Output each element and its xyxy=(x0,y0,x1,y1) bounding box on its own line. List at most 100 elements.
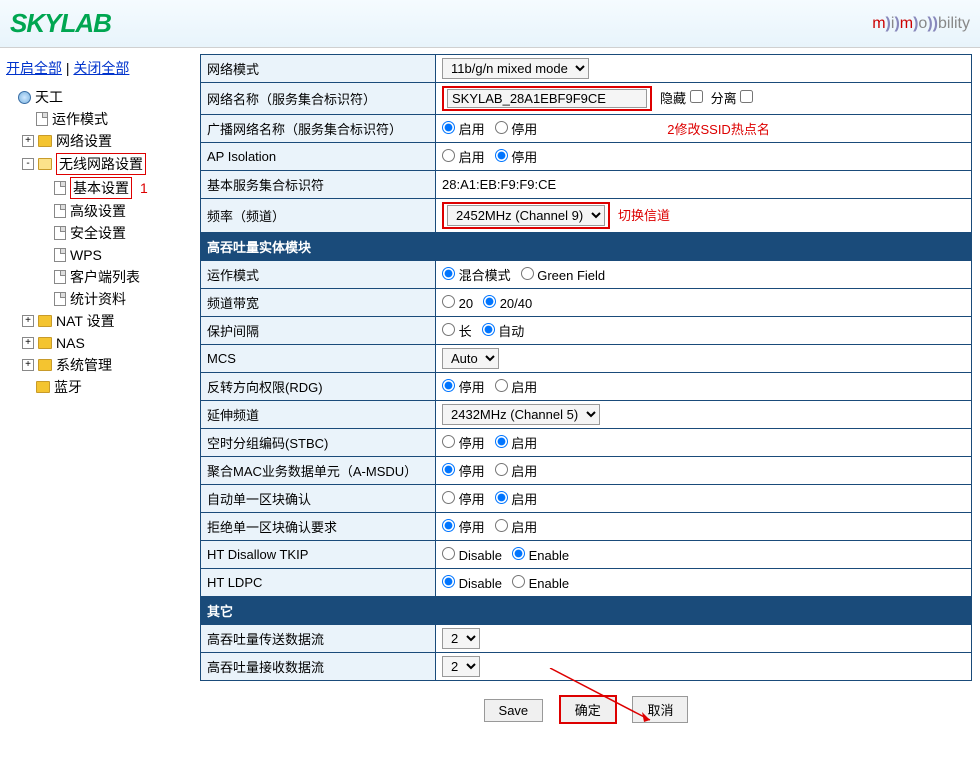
row-label: 聚合MAC业务数据单元（A-MSDU） xyxy=(201,457,436,485)
radio-opt1[interactable] xyxy=(442,267,455,280)
tree-item[interactable]: -无线网路设置 xyxy=(22,152,200,176)
header: SKYLAB m)i)m)o))bility xyxy=(0,0,980,48)
row-label: 拒绝单一区块确认要求 xyxy=(201,513,436,541)
row-value: 2432MHz (Channel 5) xyxy=(436,401,972,429)
section-header: 其它 xyxy=(201,597,972,625)
radio-opt2[interactable] xyxy=(482,323,495,336)
page-icon xyxy=(54,226,66,240)
row-value: 启用 停用2修改SSID热点名 xyxy=(436,115,972,143)
row-value: 停用 启用 xyxy=(436,485,972,513)
folder-icon xyxy=(38,158,52,170)
page-icon xyxy=(54,181,66,195)
content: 网络模式11b/g/n mixed mode网络名称（服务集合标识符）隐藏 分离… xyxy=(200,48,980,738)
row-value: 2452MHz (Channel 9)切换信道 xyxy=(436,199,972,233)
radio-opt2[interactable] xyxy=(495,519,508,532)
tree-item[interactable]: +NAS xyxy=(22,332,200,354)
tree-subitem[interactable]: 安全设置 xyxy=(40,222,200,244)
row-value: 11b/g/n mixed mode xyxy=(436,55,972,83)
expand-icon[interactable]: + xyxy=(22,337,34,349)
radio-opt2[interactable] xyxy=(483,295,496,308)
row-value: 停用 启用 xyxy=(436,373,972,401)
folder-icon xyxy=(38,359,52,371)
page-icon xyxy=(54,204,66,218)
row-value: 停用 启用 xyxy=(436,513,972,541)
isolate-checkbox[interactable] xyxy=(740,90,753,103)
row-value: 隐藏 分离 xyxy=(436,83,972,115)
expand-icon[interactable]: + xyxy=(22,135,34,147)
row-label: 高吞吐量接收数据流 xyxy=(201,653,436,681)
radio-opt1[interactable] xyxy=(442,379,455,392)
page-icon xyxy=(54,292,66,306)
expand-icon[interactable]: - xyxy=(22,158,34,170)
select-高吞吐量传送数据流[interactable]: 2 xyxy=(442,628,480,649)
row-label: 延伸频道 xyxy=(201,401,436,429)
tree-subitem[interactable]: 统计资料 xyxy=(40,288,200,310)
tree-subitem[interactable]: WPS xyxy=(40,244,200,266)
row-label: 高吞吐量传送数据流 xyxy=(201,625,436,653)
brand-logo: m)i)m)o))bility xyxy=(872,15,970,33)
tree-subitem[interactable]: 高级设置 xyxy=(40,200,200,222)
row-label: 频道带宽 xyxy=(201,289,436,317)
row-value: 28:A1:EB:F9:F9:CE xyxy=(436,171,972,199)
radio-opt1[interactable] xyxy=(442,323,455,336)
row-value: 混合模式 Green Field xyxy=(436,261,972,289)
radio-opt1[interactable] xyxy=(442,547,455,560)
row-value: 2 xyxy=(436,653,972,681)
row-value: 20 20/40 xyxy=(436,289,972,317)
tree-item[interactable]: +网络设置 xyxy=(22,130,200,152)
row-value: 停用 启用 xyxy=(436,429,972,457)
select-高吞吐量接收数据流[interactable]: 2 xyxy=(442,656,480,677)
select-MCS[interactable]: Auto xyxy=(442,348,499,369)
row-label: 广播网络名称（服务集合标识符） xyxy=(201,115,436,143)
row-label: 保护间隔 xyxy=(201,317,436,345)
row-label: 空时分组编码(STBC) xyxy=(201,429,436,457)
radio-opt2[interactable] xyxy=(495,379,508,392)
radio-opt1[interactable] xyxy=(442,295,455,308)
row-label: 运作模式 xyxy=(201,261,436,289)
radio-opt2[interactable] xyxy=(495,149,508,162)
row-label: 基本服务集合标识符 xyxy=(201,171,436,199)
radio-opt1[interactable] xyxy=(442,435,455,448)
row-label: 网络模式 xyxy=(201,55,436,83)
tree-root[interactable]: 天工 xyxy=(4,86,200,108)
expand-icon[interactable]: + xyxy=(22,359,34,371)
folder-icon xyxy=(38,337,52,349)
radio-opt1[interactable] xyxy=(442,463,455,476)
radio-opt2[interactable] xyxy=(512,575,525,588)
select-延伸频道[interactable]: 2432MHz (Channel 5) xyxy=(442,404,600,425)
page-icon xyxy=(54,270,66,284)
radio-opt1[interactable] xyxy=(442,575,455,588)
row-value: 长 自动 xyxy=(436,317,972,345)
close-all-link[interactable]: 关闭全部 xyxy=(73,60,129,76)
row-value: Disable Enable xyxy=(436,569,972,597)
radio-opt2[interactable] xyxy=(495,435,508,448)
radio-opt1[interactable] xyxy=(442,149,455,162)
row-label: HT LDPC xyxy=(201,569,436,597)
radio-opt1[interactable] xyxy=(442,491,455,504)
row-value: 2 xyxy=(436,625,972,653)
radio-opt2[interactable] xyxy=(512,547,525,560)
expand-icon[interactable]: + xyxy=(22,315,34,327)
open-all-link[interactable]: 开启全部 xyxy=(6,60,62,76)
tree-subitem[interactable]: 客户端列表 xyxy=(40,266,200,288)
row-label: MCS xyxy=(201,345,436,373)
save-button[interactable]: Save xyxy=(484,699,544,722)
select-网络模式[interactable]: 11b/g/n mixed mode xyxy=(442,58,589,79)
row-value: Auto xyxy=(436,345,972,373)
radio-opt2[interactable] xyxy=(495,463,508,476)
tree-subitem[interactable]: 基本设置1 xyxy=(40,176,200,200)
ssid-input[interactable] xyxy=(447,89,647,108)
tree-item[interactable]: 运作模式 xyxy=(22,108,200,130)
tree-item[interactable]: +系统管理 xyxy=(22,354,200,376)
cancel-button[interactable]: 取消 xyxy=(632,696,688,723)
radio-opt2[interactable] xyxy=(521,267,534,280)
ok-button[interactable]: 确定 xyxy=(559,695,617,724)
tree-item[interactable]: +NAT 设置 xyxy=(22,310,200,332)
select-频率（频道）[interactable]: 2452MHz (Channel 9) xyxy=(447,205,605,226)
hide-checkbox[interactable] xyxy=(690,90,703,103)
section-header: 高吞吐量实体模块 xyxy=(201,233,972,261)
folder-icon xyxy=(38,315,52,327)
tree-item[interactable]: 蓝牙 xyxy=(22,376,200,398)
radio-opt2[interactable] xyxy=(495,491,508,504)
radio-opt1[interactable] xyxy=(442,519,455,532)
